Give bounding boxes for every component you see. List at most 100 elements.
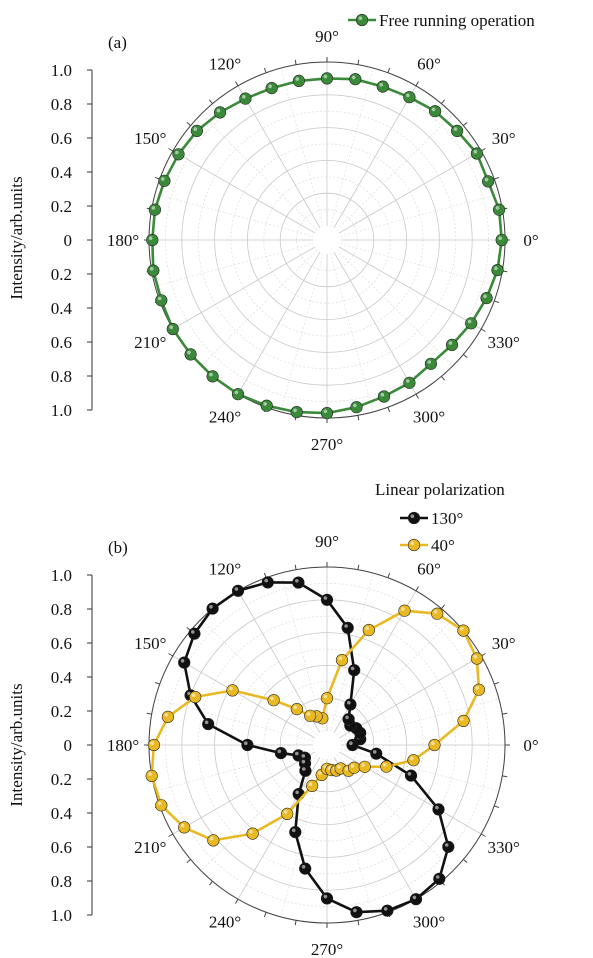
angle-tick-label: 330°: [488, 838, 520, 857]
data-point: [480, 292, 493, 305]
data-point: [482, 175, 495, 188]
angle-tick-label: 150°: [134, 634, 166, 653]
grid-spoke: [280, 758, 324, 918]
angle-tick-label: 330°: [488, 333, 520, 352]
data-point: [358, 760, 371, 773]
data-point: [472, 683, 486, 696]
data-point: [442, 840, 455, 853]
data-point: [320, 593, 334, 606]
data-point: [362, 623, 375, 637]
data-point: [380, 760, 393, 773]
angle-tick-label: 0°: [523, 736, 538, 755]
angle-tick: [387, 572, 391, 578]
data-point-highlight: [148, 772, 152, 776]
data-point-highlight: [406, 379, 410, 383]
angle-tick-label: 60°: [417, 559, 441, 578]
grid-spoke: [154, 193, 314, 237]
angle-tick: [441, 99, 446, 104]
data-point: [349, 73, 362, 86]
radial-tick-label: 0.4: [51, 804, 73, 823]
data-point-highlight: [242, 95, 246, 99]
legend-label: 130°: [431, 509, 463, 528]
data-point-highlight: [301, 759, 306, 764]
data-point: [470, 652, 484, 665]
grid-spoke: [237, 590, 321, 734]
data-point-highlight: [318, 771, 322, 775]
data-point-highlight: [295, 77, 300, 81]
data-point-highlight: [283, 810, 288, 814]
data-point: [350, 906, 363, 919]
data-point: [409, 893, 423, 906]
data-point: [289, 825, 302, 839]
angle-tick: [168, 148, 174, 152]
radial-tick-label: 0.8: [51, 872, 72, 891]
angle-tick: [415, 586, 419, 592]
angle-tick: [235, 81, 239, 87]
legend-title: Linear polarization: [375, 480, 505, 499]
data-point-highlight: [337, 764, 341, 769]
data-point-highlight: [234, 587, 239, 591]
data-point-highlight: [187, 350, 191, 355]
grid-spoke: [330, 253, 374, 413]
data-point: [457, 624, 470, 637]
radial-tick-label: 0.2: [51, 197, 72, 216]
grid-spoke: [330, 67, 374, 227]
angle-tick-label: 0°: [523, 231, 538, 250]
panel-label: (a): [108, 33, 127, 52]
angle-tick-label: 60°: [417, 54, 441, 73]
radial-tick-label: 0.6: [51, 333, 72, 352]
data-point-highlight: [268, 84, 272, 89]
data-point-highlight: [249, 830, 253, 834]
data-point-highlight: [353, 908, 357, 913]
panel-label: (b): [108, 538, 128, 557]
grid-spoke: [154, 243, 314, 287]
angle-tick: [168, 653, 174, 657]
legend-marker: [407, 538, 421, 552]
data-point-highlight: [244, 741, 248, 745]
grid-spoke: [340, 748, 500, 792]
angle-tick: [502, 775, 508, 778]
data-point-highlight: [448, 341, 453, 345]
data-point-highlight: [412, 895, 417, 900]
data-point: [184, 348, 197, 361]
data-point: [491, 264, 504, 277]
data-point: [188, 627, 201, 640]
grid-spoke: [330, 758, 374, 918]
data-point-highlight: [277, 749, 282, 754]
angle-tick: [463, 859, 468, 864]
data-point-highlight: [361, 763, 365, 767]
radial-tick-label: 0.4: [51, 299, 73, 318]
grid-spoke: [333, 251, 417, 395]
data-point-highlight: [209, 605, 213, 609]
data-point: [146, 233, 159, 247]
data-point: [178, 821, 191, 834]
angle-tick: [263, 67, 267, 73]
angle-tick: [494, 300, 500, 304]
legend-label: 40°: [431, 536, 455, 555]
angle-tick: [186, 121, 191, 126]
data-point: [231, 388, 245, 401]
data-point-highlight: [498, 236, 502, 240]
legend-marker-highlight: [410, 541, 415, 545]
data-point: [299, 764, 312, 777]
data-point: [428, 738, 441, 752]
data-point: [261, 576, 274, 589]
data-point: [147, 738, 160, 752]
data-point: [274, 746, 288, 760]
data-point-highlight: [349, 741, 353, 745]
data-point: [155, 294, 168, 307]
grid-spoke: [200, 249, 318, 367]
data-point-highlight: [293, 705, 298, 710]
data-point-highlight: [427, 360, 432, 364]
data-point-highlight: [229, 686, 233, 691]
data-point: [213, 106, 227, 119]
data-point: [350, 401, 363, 414]
data-point: [403, 91, 416, 104]
radial-tick-label: 0.6: [51, 129, 72, 148]
data-point: [429, 105, 442, 118]
data-point-highlight: [383, 907, 388, 911]
data-point-highlight: [338, 656, 343, 661]
angle-tick-label: 120°: [209, 559, 241, 578]
radial-tick-label: 0.2: [51, 265, 72, 284]
data-point-highlight: [347, 700, 351, 705]
